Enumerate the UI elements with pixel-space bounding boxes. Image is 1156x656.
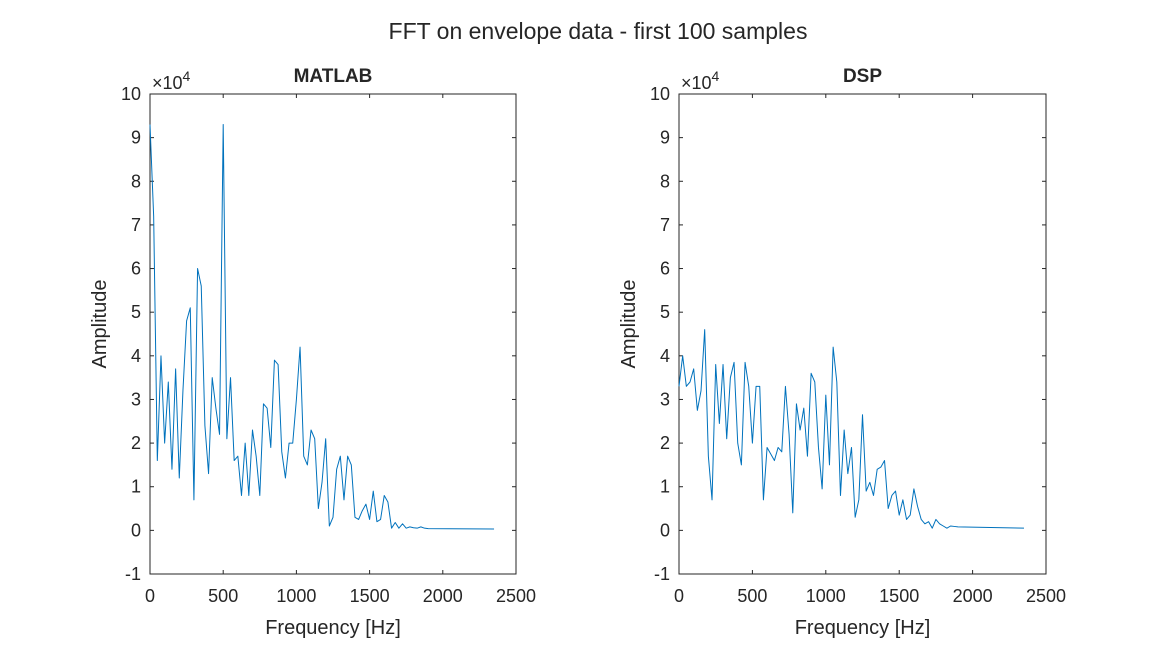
y-tick-label: 2 xyxy=(660,433,670,453)
x-tick-label: 2000 xyxy=(953,586,993,606)
x-tick-label: 0 xyxy=(145,586,155,606)
y-tick-label: 9 xyxy=(660,128,670,148)
y-tick-label: 6 xyxy=(131,259,141,279)
y-exponent-power: 4 xyxy=(183,68,191,84)
series-line xyxy=(678,329,1024,529)
y-tick-label: 4 xyxy=(131,346,141,366)
x-tick-label: 1000 xyxy=(806,586,846,606)
axes-title: MATLAB xyxy=(294,66,373,87)
y-tick-label: 8 xyxy=(660,171,670,191)
x-tick-label: 2000 xyxy=(423,586,463,606)
axes-box xyxy=(149,93,517,575)
y-tick-label: 7 xyxy=(660,215,670,235)
x-tick-label: 1000 xyxy=(276,586,316,606)
y-tick-label: 4 xyxy=(660,346,670,366)
y-tick-label: 9 xyxy=(131,128,141,148)
y-tick-label: 0 xyxy=(660,520,670,540)
x-axis-label: Frequency [Hz] xyxy=(795,617,931,639)
y-tick-label: 10 xyxy=(121,84,141,104)
y-exponent-power: 4 xyxy=(712,68,720,84)
y-tick-label: -1 xyxy=(654,564,670,584)
x-tick-label: 500 xyxy=(737,586,767,606)
y-tick-label: 2 xyxy=(131,433,141,453)
series-line xyxy=(149,124,495,530)
y-tick-label: 10 xyxy=(650,84,670,104)
figure-suptitle: FFT on envelope data - first 100 samples xyxy=(388,18,808,44)
axes-title: DSP xyxy=(843,66,882,87)
y-axis-label: Amplitude xyxy=(89,280,111,369)
y-tick-label: -1 xyxy=(125,564,141,584)
y-tick-label: 3 xyxy=(660,389,670,409)
y-tick-label: 8 xyxy=(131,171,141,191)
x-tick-label: 0 xyxy=(674,586,684,606)
x-axis-label: Frequency [Hz] xyxy=(265,617,401,639)
y-tick-label: 5 xyxy=(131,302,141,322)
y-tick-label: 0 xyxy=(131,520,141,540)
y-tick-label: 1 xyxy=(131,477,141,497)
axes-box xyxy=(678,93,1047,575)
y-tick-label: 5 xyxy=(660,302,670,322)
x-tick-label: 2500 xyxy=(496,586,536,606)
x-tick-label: 500 xyxy=(208,586,238,606)
y-tick-label: 3 xyxy=(131,389,141,409)
y-exponent-label: ×104 xyxy=(681,68,720,93)
y-tick-label: 7 xyxy=(131,215,141,235)
x-tick-label: 1500 xyxy=(350,586,390,606)
y-exponent-label: ×104 xyxy=(152,68,191,93)
x-tick-label: 2500 xyxy=(1026,586,1066,606)
y-tick-label: 6 xyxy=(660,259,670,279)
y-axis-label: Amplitude xyxy=(618,280,640,369)
x-tick-label: 1500 xyxy=(879,586,919,606)
y-tick-label: 1 xyxy=(660,477,670,497)
